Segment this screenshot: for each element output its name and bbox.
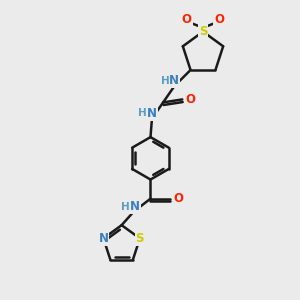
Text: O: O [185, 93, 196, 106]
Text: N: N [147, 107, 157, 120]
Text: O: O [182, 13, 192, 26]
Text: H: H [160, 76, 169, 86]
Text: S: S [136, 232, 144, 245]
Text: N: N [98, 232, 108, 245]
Text: O: O [173, 192, 183, 205]
Text: S: S [199, 25, 207, 38]
Text: N: N [169, 74, 179, 87]
Text: N: N [130, 200, 140, 213]
Text: H: H [121, 202, 130, 212]
Text: H: H [138, 108, 147, 118]
Text: O: O [214, 13, 224, 26]
